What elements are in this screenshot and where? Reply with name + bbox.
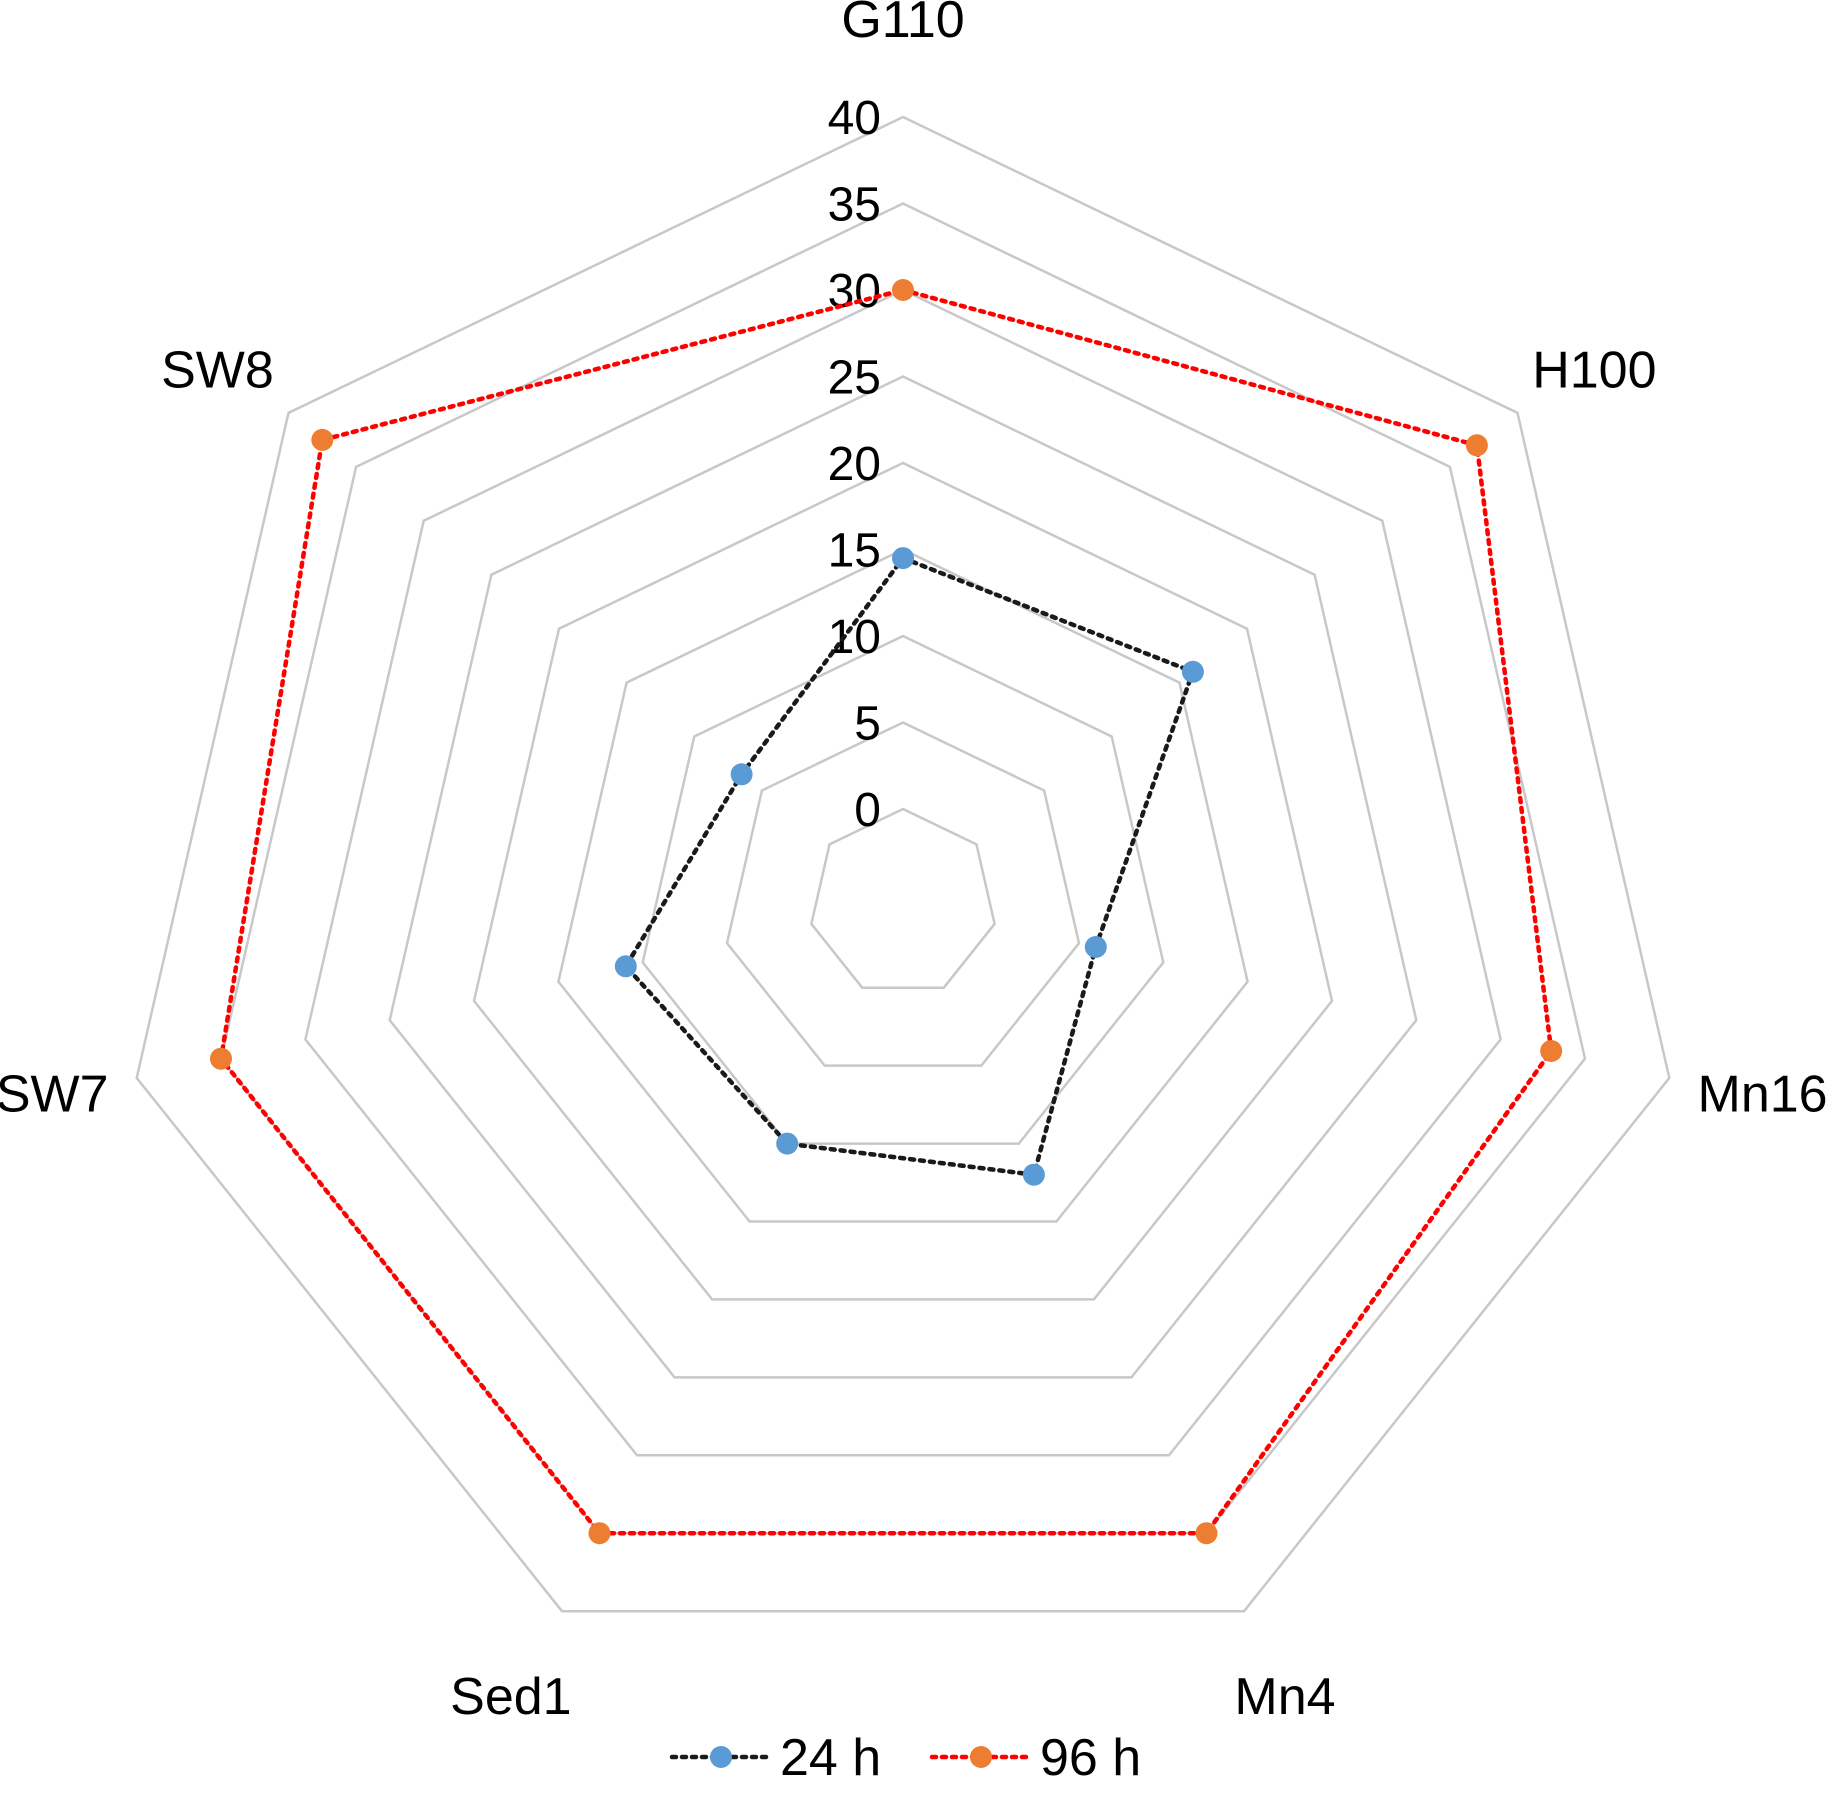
grid-ring-0 [810,807,996,989]
series-24h-line [623,555,1196,1178]
series-24h-point-g110 [892,547,914,570]
series-96h-point-mn4 [1195,1522,1218,1545]
grid-ring-15 [557,548,1249,1223]
tick-label-30: 30 [828,265,881,318]
category-label-mn16: Mn16 [1698,1066,1826,1124]
tick-label-40: 40 [828,92,881,145]
legend-marker-series-24h [710,1746,732,1768]
grid-ring-10 [641,634,1165,1145]
tick-label-10: 10 [828,611,881,664]
series-24h-point-sw7 [614,955,637,978]
series-96h-point-sw7 [210,1047,232,1070]
category-label-h100: H100 [1532,341,1656,399]
grid-ring-5 [725,721,1081,1067]
tick-label-0: 0 [854,784,881,837]
series-96h-point-h100 [1465,434,1488,457]
series-layer [210,279,1563,1545]
legend-label-series-24h: 24 h [780,1729,881,1787]
series-96h-point-g110 [892,279,914,301]
tick-label-5: 5 [854,698,881,751]
legend: 24 h 96 h [669,1729,1141,1787]
category-label-layer: G110 H100 Mn16 Mn4 Sed1 SW7 SW8 [0,0,1826,1726]
category-label-g110: G110 [841,0,964,49]
grid-ring-25 [388,375,1418,1379]
tick-label-layer: 0 5 10 15 20 25 30 35 40 [828,92,881,837]
tick-label-25: 25 [828,352,881,405]
grid-ring-40 [135,115,1671,1613]
category-label-sw7: SW7 [0,1066,109,1124]
tick-label-35: 35 [828,179,881,232]
series-96h-point-sw8 [311,428,334,451]
series-24h-point-h100 [1181,660,1204,683]
tick-label-15: 15 [828,525,881,578]
legend-marker-series-96h [970,1746,992,1768]
category-label-sed1: Sed1 [450,1668,571,1726]
series-96h-line [218,287,1554,1536]
legend-label-series-96h: 96 h [1040,1729,1141,1787]
tick-label-20: 20 [828,438,881,491]
series-24h-point-mn16 [1084,936,1107,958]
category-label-sw8: SW8 [161,341,274,399]
grid-ring-20 [472,461,1334,1301]
series-96h-point-sed1 [588,1522,611,1545]
category-label-mn4: Mn4 [1234,1668,1335,1726]
grid-ring-30 [304,288,1502,1457]
series-24h-point-sed1 [776,1132,799,1155]
series-24h-point-sw8 [730,763,753,786]
grid-layer [135,115,1671,1613]
series-96h-point-mn16 [1540,1040,1563,1062]
series-24h-point-mn4 [1022,1163,1045,1186]
